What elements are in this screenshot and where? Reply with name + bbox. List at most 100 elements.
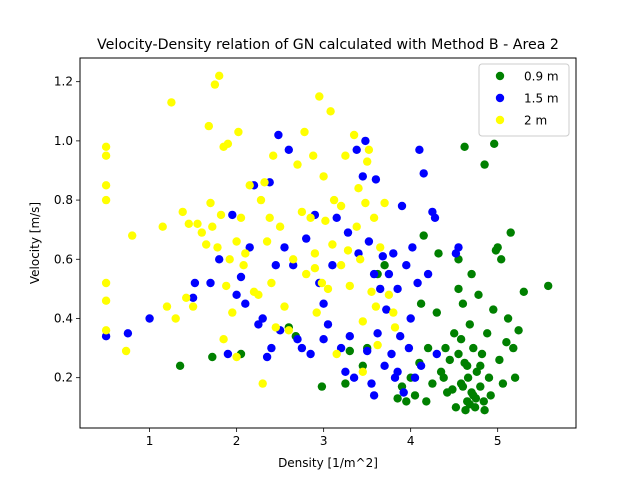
data-point <box>544 281 553 291</box>
points-layer <box>101 71 553 415</box>
data-point <box>258 314 267 323</box>
data-point <box>479 397 488 406</box>
data-point <box>101 195 111 205</box>
data-point <box>367 379 376 388</box>
x-axis-ticks: 1 2 3 4 5 <box>146 428 502 448</box>
data-point <box>302 234 311 243</box>
data-point <box>228 308 237 317</box>
data-point <box>208 352 217 362</box>
data-point <box>289 261 298 270</box>
data-point <box>495 355 504 365</box>
y-tick-label: 1.0 <box>54 134 73 148</box>
data-point <box>458 299 468 308</box>
x-axis-label: Density [1/m^2] <box>278 456 378 470</box>
y-tick-label: 0.4 <box>54 311 73 325</box>
data-point <box>460 142 469 151</box>
data-point <box>274 130 283 140</box>
data-point <box>323 284 333 294</box>
data-point <box>469 391 478 400</box>
data-point <box>202 240 211 249</box>
data-point <box>474 290 483 299</box>
data-point <box>171 314 180 323</box>
data-point <box>328 261 337 270</box>
data-point <box>306 349 315 359</box>
data-point <box>101 151 111 160</box>
data-point <box>210 80 220 89</box>
data-point <box>232 290 241 299</box>
data-point <box>289 255 298 264</box>
data-point <box>280 243 289 252</box>
x-tick-label: 2 <box>233 434 241 448</box>
data-point <box>216 210 226 220</box>
data-point <box>469 343 478 353</box>
data-point <box>208 222 217 231</box>
data-point <box>204 121 213 131</box>
data-point <box>465 320 474 329</box>
data-point <box>519 287 528 296</box>
data-point <box>328 240 337 249</box>
data-point <box>184 219 193 228</box>
data-point <box>336 343 346 353</box>
data-point <box>461 406 470 415</box>
data-point <box>197 228 206 237</box>
data-point <box>175 361 185 370</box>
data-point <box>228 210 237 220</box>
series-2 <box>101 71 400 388</box>
data-point <box>477 349 487 359</box>
data-point <box>376 284 385 294</box>
legend-marker <box>495 115 505 125</box>
data-point <box>480 160 489 169</box>
data-point <box>178 207 187 217</box>
data-point <box>484 373 494 382</box>
data-point <box>463 361 472 370</box>
data-point <box>319 299 328 308</box>
data-point <box>309 151 318 160</box>
data-point <box>358 317 367 326</box>
data-point <box>396 332 405 341</box>
data-point <box>225 255 234 264</box>
legend-marker <box>495 93 505 103</box>
data-point <box>260 178 269 187</box>
data-point <box>441 343 450 353</box>
data-point <box>312 308 321 317</box>
data-point <box>369 213 379 222</box>
data-point <box>101 181 111 190</box>
data-point <box>215 255 224 264</box>
data-point <box>341 379 350 388</box>
data-point <box>321 216 330 225</box>
data-point <box>402 261 411 270</box>
y-axis-label: Velocity [m/s] <box>28 202 42 284</box>
data-point <box>476 382 485 391</box>
data-point <box>371 302 381 311</box>
data-point <box>423 343 433 353</box>
y-tick-label: 1.2 <box>54 75 73 89</box>
data-point <box>223 139 233 148</box>
data-point <box>380 261 389 270</box>
data-point <box>219 335 228 344</box>
data-point <box>158 222 167 231</box>
data-point <box>434 249 443 258</box>
legend-label: 1.5 m <box>524 92 559 106</box>
data-point <box>408 243 417 252</box>
data-point <box>241 249 250 258</box>
data-point <box>430 213 440 222</box>
data-point <box>393 394 402 403</box>
data-point <box>341 367 350 376</box>
data-point <box>317 382 327 391</box>
data-point <box>236 213 246 222</box>
data-point <box>378 252 387 261</box>
data-point <box>502 338 511 347</box>
data-point <box>297 343 307 353</box>
data-point <box>145 314 154 323</box>
data-point <box>121 346 131 356</box>
data-point <box>393 284 402 294</box>
data-point <box>336 261 346 270</box>
data-point <box>323 320 333 329</box>
data-point <box>306 213 315 222</box>
data-point <box>486 391 495 400</box>
data-point <box>349 373 359 382</box>
data-point <box>267 343 276 353</box>
data-point <box>256 195 266 205</box>
data-point <box>497 255 506 264</box>
